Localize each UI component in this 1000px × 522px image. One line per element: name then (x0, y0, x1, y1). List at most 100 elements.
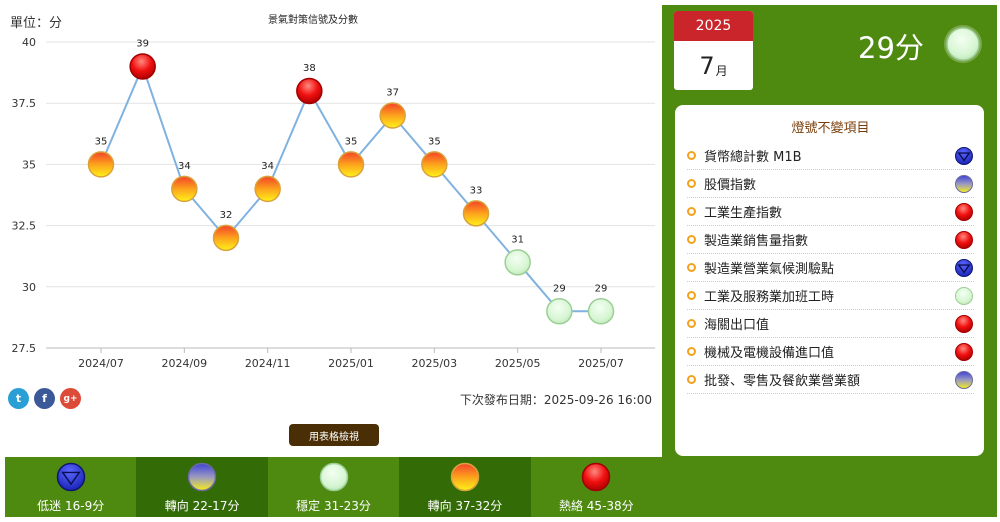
red-signal-icon (955, 314, 973, 333)
signal-legend-bar: 低迷 16-9分 轉向 22-17分 (5, 457, 663, 517)
unchanged-item-row[interactable]: 批發、零售及餐飲業營業額 (687, 366, 974, 394)
data-point-marker[interactable] (421, 151, 448, 178)
unchanged-item-label: 工業及服務業加班工時 (704, 290, 835, 305)
x-tick-label: 2025/05 (495, 357, 541, 370)
unchanged-items-title: 燈號不變項目 (791, 121, 870, 136)
legend-label: 低迷 16-9分 (37, 499, 105, 513)
unchanged-item-label: 股價指數 (704, 178, 757, 193)
green-signal-icon (319, 462, 348, 492)
data-point-label: 34 (178, 161, 191, 172)
legend-item: 穩定 31-23分 (267, 457, 400, 517)
calendar-year: 2025 (674, 11, 753, 41)
legend-item: 低迷 16-9分 (5, 457, 137, 517)
y-tick-label: 32.5 (12, 220, 37, 233)
y-tick-label: 27.5 (12, 342, 37, 355)
unchanged-item-row[interactable]: 股價指數 (687, 170, 974, 198)
y-tick-label: 30 (22, 281, 36, 294)
bullet-icon (687, 179, 696, 188)
legend-label: 穩定 31-23分 (296, 499, 371, 513)
score-line-chart: 27.5 30 32.5 35 37.5 40 2024/07 2024/09 2024/11… (12, 36, 655, 370)
calendar-month: 7 (699, 51, 715, 80)
bullet-icon (687, 319, 696, 328)
data-point-label: 38 (303, 63, 316, 74)
calendar-month-unit: 月 (715, 64, 728, 78)
unchanged-items-card: 燈號不變項目 貨幣總計數 M1B 股價指數 (675, 105, 984, 456)
unchanged-item-row[interactable]: 製造業營業氣候測驗點 (687, 254, 974, 282)
data-point-marker[interactable] (212, 224, 240, 252)
data-point-label: 29 (553, 283, 566, 294)
bullet-icon (687, 207, 696, 216)
data-point-label: 35 (428, 136, 441, 147)
x-tick-label: 2024/09 (161, 357, 207, 370)
data-point-marker[interactable] (587, 298, 615, 325)
bullet-icon (687, 347, 696, 356)
chart-title: 景氣對策信號及分數 (268, 15, 358, 26)
data-point-label: 35 (345, 136, 358, 147)
data-point-marker[interactable] (254, 175, 281, 203)
data-point-label: 29 (595, 283, 608, 294)
y-axis-unit-label: 單位：分 (10, 16, 63, 31)
unchanged-item-row[interactable]: 海關出口值 (687, 310, 974, 338)
summary-panel: 2025 7 月 29分 燈號不變項目 貨幣總計數 M1B (662, 5, 997, 517)
unchanged-item-row[interactable]: 工業生產指數 (687, 198, 974, 226)
data-point-marker[interactable] (462, 200, 490, 227)
data-point-marker[interactable] (87, 151, 115, 178)
twitter-share-icon[interactable]: t (8, 388, 29, 409)
red-signal-icon (955, 202, 973, 221)
data-point-label: 32 (220, 210, 233, 221)
legend-label: 轉向 22-17分 (164, 499, 240, 513)
unchanged-item-label: 工業生產指數 (704, 206, 783, 221)
data-point-label: 39 (136, 38, 149, 49)
legend-item: 熱絡 45-38分 (530, 457, 663, 517)
bullet-icon (687, 291, 696, 300)
data-point-marker[interactable] (337, 151, 365, 178)
unchanged-item-label: 海關出口值 (704, 318, 770, 333)
legend-label: 熱絡 45-38分 (558, 499, 634, 513)
x-tick-label: 2025/01 (328, 357, 374, 370)
data-point-marker[interactable] (546, 298, 573, 325)
data-point-label: 33 (470, 185, 483, 196)
data-point-label: 37 (386, 87, 399, 98)
unchanged-item-row[interactable]: 製造業銷售量指數 (687, 226, 974, 254)
blue-signal-icon (955, 146, 973, 165)
y-tick-label: 37.5 (12, 97, 37, 110)
y-tick-label: 35 (22, 158, 36, 171)
bullet-icon (687, 151, 696, 160)
yellow-blue-signal-icon (955, 174, 973, 193)
table-view-button[interactable]: 用表格檢視 (289, 424, 379, 446)
unchanged-item-row[interactable]: 機械及電機設備進口值 (687, 338, 974, 366)
blue-signal-icon (56, 462, 85, 492)
google-plus-share-icon[interactable]: g+ (60, 388, 81, 409)
unchanged-item-row[interactable]: 工業及服務業加班工時 (687, 282, 974, 310)
calendar-icon: 2025 7 月 (674, 11, 753, 90)
x-tick-label: 2025/03 (411, 357, 457, 370)
bullet-icon (687, 235, 696, 244)
red-signal-icon (955, 230, 973, 249)
data-point-label: 35 (95, 136, 108, 147)
legend-item: 轉向 37-32分 (399, 457, 531, 517)
unchanged-item-label: 批發、零售及餐飲業營業額 (704, 374, 861, 389)
data-point-marker[interactable] (296, 77, 323, 105)
data-point-label: 31 (511, 234, 524, 245)
unchanged-item-label: 機械及電機設備進口值 (704, 346, 835, 361)
data-point-marker[interactable] (379, 102, 406, 129)
current-score: 29分 (858, 31, 924, 65)
data-point-marker[interactable] (504, 249, 531, 276)
next-release-date: 下次發布日期：2025-09-26 16:00 (459, 393, 652, 407)
facebook-share-icon[interactable]: f (34, 388, 55, 409)
unchanged-item-row[interactable]: 貨幣總計數 M1B (687, 142, 974, 170)
unchanged-item-label: 製造業銷售量指數 (704, 234, 809, 249)
y-tick-label: 40 (22, 36, 36, 49)
chart-area: 27.5 30 32.5 35 37.5 40 2024/07 2024/09 2024/11… (8, 15, 655, 446)
x-tick-label: 2024/11 (245, 357, 291, 370)
yellow-blue-signal-icon (187, 462, 217, 492)
blue-signal-icon (955, 258, 973, 277)
x-tick-label: 2024/07 (78, 357, 124, 370)
x-tick-label: 2025/07 (578, 357, 624, 370)
data-point-marker[interactable] (129, 53, 156, 80)
red-signal-icon (955, 342, 973, 361)
yellow-red-signal-icon (450, 462, 480, 492)
unchanged-items-list: 貨幣總計數 M1B 股價指數 (687, 142, 974, 394)
bullet-icon (687, 375, 696, 384)
data-point-marker[interactable] (171, 175, 198, 203)
